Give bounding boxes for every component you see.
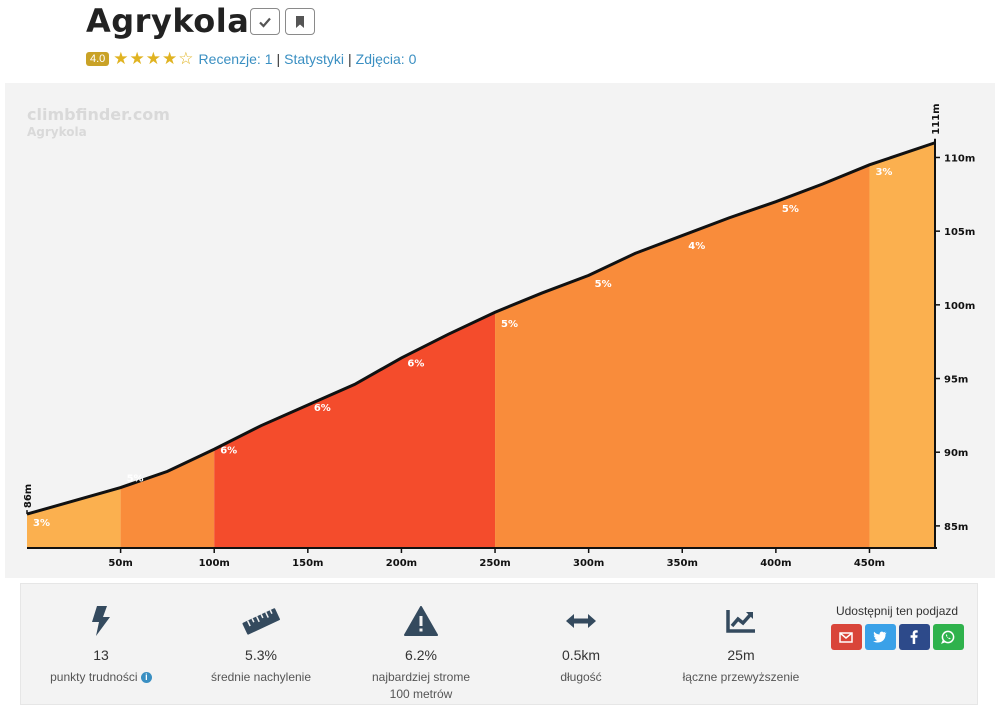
- y-tick-label: 85m: [944, 522, 968, 533]
- y-tick-label: 95m: [944, 375, 968, 386]
- photos-link[interactable]: Zdjęcia: 0: [355, 50, 417, 67]
- x-tick-label: 50m: [108, 558, 132, 569]
- share-facebook-button[interactable]: [898, 624, 930, 650]
- grade-segment: [120, 449, 215, 548]
- stat-label: punkty trudności: [50, 670, 138, 684]
- grade-label: 6%: [407, 359, 424, 370]
- grade-segment: [27, 487, 121, 548]
- grade-label: 5%: [595, 279, 612, 290]
- grade-label: 6%: [314, 403, 331, 414]
- grade-segment: [214, 312, 496, 548]
- x-tick-label: 100m: [199, 558, 230, 569]
- trend-chart-icon: [726, 610, 755, 633]
- page-header: Agrykola 4.0 ★★★★☆ Recenzje: 1 | Statyst…: [0, 0, 1000, 80]
- stat-value: 5.3%: [245, 647, 277, 663]
- email-icon: [839, 631, 853, 643]
- star-empty-icon: ☆: [178, 49, 194, 68]
- stat-elevation-gain: 25m łączne przewyższenie: [661, 584, 821, 686]
- star-filled-icon: ★: [113, 49, 129, 68]
- elevation-profile-svg: climbfinder.com Agrykola 3% 5% 6% 6% 6% 5% 5% 4…: [23, 103, 975, 569]
- grade-label: 5%: [501, 319, 518, 330]
- stat-value: 6.2%: [405, 647, 437, 663]
- watermark-name: Agrykola: [27, 125, 87, 139]
- stat-label: średnie nachylenie: [210, 670, 312, 684]
- y-tick-label: 100m: [944, 301, 975, 312]
- x-tick-label: 150m: [292, 558, 323, 569]
- reviews-link[interactable]: Recenzje: 1: [198, 50, 273, 67]
- rating-row: 4.0 ★★★★☆ Recenzje: 1 | Statystyki | Zdj…: [86, 50, 416, 67]
- bookmark-button[interactable]: [285, 8, 315, 35]
- lightning-icon: [92, 606, 110, 636]
- grade-label: 3%: [875, 167, 892, 178]
- stat-value: 25m: [727, 647, 755, 663]
- stat-average-grade: 5.3% średnie nachylenie: [181, 584, 341, 686]
- x-tick-label: 450m: [854, 558, 885, 569]
- ruler-icon: [242, 608, 280, 635]
- x-tick-label: 350m: [667, 558, 698, 569]
- y-tick-label: 110m: [944, 153, 975, 164]
- start-elevation-label: 86m: [23, 484, 34, 508]
- stat-label: długość: [560, 670, 602, 684]
- share-whatsapp-button[interactable]: [932, 624, 964, 650]
- grade-label: 5%: [782, 204, 799, 215]
- star-filled-icon: ★: [162, 49, 178, 68]
- check-icon: [259, 17, 271, 28]
- share-email-button[interactable]: [830, 624, 862, 650]
- stat-length: 0.5km długość: [501, 584, 661, 686]
- stat-difficulty: 13 punkty trudności i: [21, 584, 181, 686]
- elevation-line: [26, 141, 936, 516]
- grade-label: 3%: [33, 518, 50, 529]
- twitter-icon: [873, 631, 887, 643]
- page-title: Agrykola: [86, 2, 250, 40]
- y-tick-label: 105m: [944, 227, 975, 238]
- star-filled-icon: ★: [129, 49, 145, 68]
- statistics-link[interactable]: Statystyki: [284, 50, 345, 67]
- watermark-site: climbfinder.com: [27, 105, 170, 124]
- end-elevation-label: 111m: [931, 103, 942, 134]
- whatsapp-icon: [941, 630, 955, 644]
- x-tick-label: 300m: [573, 558, 604, 569]
- stat-label: łączne przewyższenie: [682, 670, 800, 684]
- climb-stats-panel: 13 punkty trudności i 5.3% średnie nachy…: [20, 583, 978, 705]
- share-label: Udostępnij ten podjazd: [835, 604, 959, 618]
- x-tick-label: 250m: [479, 558, 510, 569]
- bookmark-icon: [296, 15, 304, 28]
- grade-label: 6%: [220, 446, 237, 457]
- facebook-icon: [910, 630, 918, 644]
- stat-steepest-100m: 6.2% najbardziej strome 100 metrów: [341, 584, 501, 703]
- stat-value: 13: [93, 647, 109, 663]
- warning-icon: [404, 606, 438, 636]
- x-tick-label: 400m: [760, 558, 791, 569]
- stat-value: 0.5km: [561, 647, 601, 663]
- x-tick-label: 200m: [386, 558, 417, 569]
- arrows-horizontal-icon: [566, 614, 596, 628]
- rating-badge: 4.0: [86, 51, 110, 66]
- share-panel: Udostępnij ten podjazd: [827, 604, 967, 650]
- info-icon[interactable]: i: [140, 672, 152, 684]
- grade-segment: [869, 142, 935, 548]
- grade-label: 4%: [688, 241, 705, 252]
- share-twitter-button[interactable]: [864, 624, 896, 650]
- grade-segment: [495, 164, 870, 548]
- mark-done-button[interactable]: [250, 8, 280, 35]
- star-filled-icon: ★: [145, 49, 162, 68]
- stat-label: najbardziej strome 100 metrów: [371, 670, 471, 701]
- star-rating: ★★★★☆: [113, 50, 194, 67]
- elevation-chart: climbfinder.com Agrykola 3% 5% 6% 6% 6% 5% 5% 4…: [5, 83, 995, 578]
- grade-label: 5%: [127, 474, 144, 485]
- y-tick-label: 90m: [944, 448, 968, 459]
